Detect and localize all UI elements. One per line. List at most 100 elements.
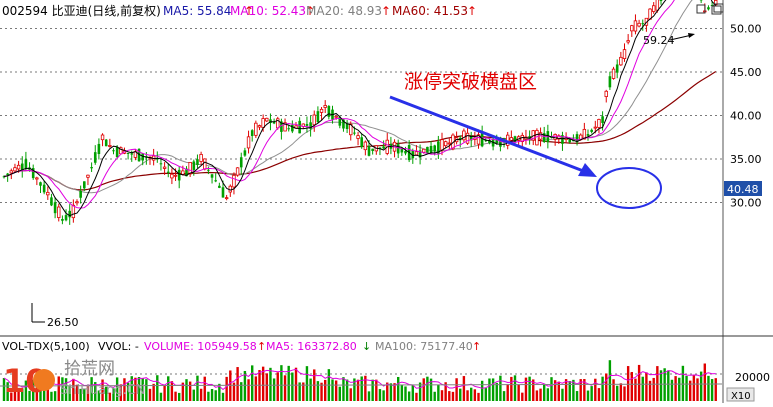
candle-body: [130, 153, 133, 154]
candle-body: [61, 219, 64, 221]
volume-bar: [350, 388, 352, 401]
volume-bar: [638, 365, 640, 401]
vvol-label: VVOL: -: [98, 340, 139, 353]
candle-body: [353, 133, 356, 134]
price-tick: 50.00: [730, 23, 762, 36]
volume-bar: [149, 389, 151, 401]
volume-ma100-arrow-icon: ↑: [472, 340, 481, 353]
candle-body: [57, 207, 60, 218]
volume-bar: [280, 365, 282, 401]
candle-body: [182, 171, 185, 174]
ma10-path: [4, 0, 716, 208]
volume-bar: [693, 375, 695, 401]
candle-body: [397, 144, 400, 153]
watermark-circle-icon: [33, 369, 55, 391]
candle-body: [50, 197, 53, 205]
volume-bar: [404, 386, 406, 401]
candle-body: [638, 23, 641, 26]
volume-bar: [236, 367, 238, 401]
volume-bar: [492, 378, 494, 401]
candle-body: [236, 168, 239, 175]
candle-body: [652, 6, 655, 12]
volume-bar: [196, 376, 198, 401]
candle-body: [514, 136, 517, 142]
candle-body: [510, 138, 513, 141]
volume-bar: [339, 387, 341, 401]
candle-body: [266, 118, 269, 121]
volume-bar: [309, 379, 311, 401]
breakout-circle: [597, 168, 661, 208]
candle-body: [214, 180, 217, 181]
volume-bar: [331, 379, 333, 401]
volume-bar: [335, 380, 337, 401]
candle-body: [641, 23, 644, 24]
candle-body: [605, 91, 608, 96]
candle-body: [587, 134, 590, 136]
candle-body: [404, 151, 407, 153]
volume-bar: [594, 379, 596, 401]
volume-bar: [466, 390, 468, 401]
candle-body: [247, 137, 250, 148]
candle-body: [251, 130, 254, 136]
volume-bar: [609, 360, 611, 401]
volume-bar: [408, 391, 410, 401]
volume-bar: [550, 377, 552, 401]
volume-bar: [357, 380, 359, 401]
candle-body: [357, 136, 360, 139]
candle-body: [360, 137, 363, 147]
candle-body: [368, 146, 371, 156]
volume-bar: [645, 372, 647, 401]
volume-bar: [605, 373, 607, 401]
volume-bar: [50, 392, 52, 401]
volume-bar: [200, 389, 202, 401]
candle-body: [306, 124, 309, 126]
maximize-button[interactable]: [712, 4, 723, 14]
volume-bar: [715, 378, 717, 401]
volume-bar: [371, 380, 373, 401]
annotation-text: 涨停突破横盘区: [404, 71, 537, 93]
candle-body: [707, 7, 710, 9]
candle-body: [364, 142, 367, 150]
ma10-line: [4, 0, 716, 208]
volume-bar: [255, 376, 257, 401]
candle-body: [72, 205, 75, 217]
volume-bar: [412, 385, 414, 401]
candle-body: [47, 192, 50, 194]
volume-bar: [627, 366, 629, 401]
candle-body: [422, 149, 425, 152]
ma20-label: MA20: 48.93: [306, 4, 382, 18]
volume-bar: [266, 373, 268, 401]
ma5-label: MA5: 55.84: [163, 4, 231, 18]
candle-body: [225, 198, 228, 199]
candle-body: [79, 191, 82, 198]
candle-body: [207, 170, 210, 171]
low-price-label: 26.50: [47, 316, 79, 329]
candle-body: [14, 168, 17, 171]
candle-body: [262, 119, 265, 128]
candle-body: [127, 153, 130, 154]
volume-bar: [204, 377, 206, 401]
watermark-domain: ShiHuang.CN: [60, 383, 146, 398]
volume-bar: [634, 379, 636, 401]
volume-bar: [704, 363, 706, 401]
candle-body: [371, 149, 374, 151]
candle-body: [200, 154, 203, 161]
volume-bar: [587, 391, 589, 401]
volume-bar: [284, 375, 286, 401]
volume-bar: [54, 391, 56, 401]
volume-bar: [514, 375, 516, 401]
candle-body: [287, 128, 290, 129]
volume-bar: [707, 376, 709, 401]
volume-bar: [452, 392, 454, 401]
volume-ma5-arrow-icon: ↓: [362, 340, 371, 353]
volume-bar: [612, 379, 614, 401]
candle-body: [426, 147, 429, 153]
volume-bar: [379, 389, 381, 401]
volume-bar: [178, 393, 180, 401]
candle-body: [441, 140, 444, 150]
volume-bar: [547, 388, 549, 401]
candle-body: [222, 187, 225, 197]
candle-body: [660, 0, 663, 1]
candle-body: [54, 202, 57, 213]
